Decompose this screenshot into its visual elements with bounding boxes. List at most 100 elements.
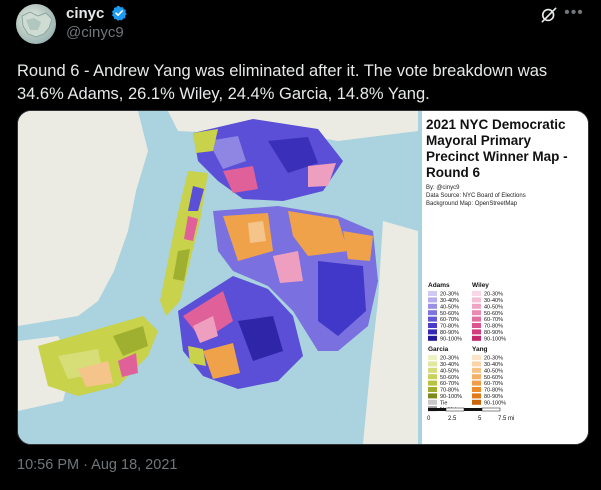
avatar[interactable] [16,4,56,44]
legend-garcia-swatch [428,399,437,405]
legend-yang-label: 20-30% [484,356,503,362]
legend-yang-swatch [472,393,481,399]
legend-adams-swatch [428,323,437,328]
legend-adams-swatch [428,335,437,341]
tweet-timestamp[interactable]: 10:56 PM · Aug 18, 2021 [17,457,177,473]
legend-garcia-label: Tie [440,400,447,406]
legend-wiley-swatch [472,291,481,296]
legend-yang-swatch [472,380,481,386]
map-title-line-3: Precinct Winner Map - [426,149,568,164]
legend-wiley-label: 90-100% [484,336,506,342]
grok-icon[interactable] [539,5,559,25]
author-name[interactable]: cinyc [66,5,105,22]
legend-wiley-title: Wiley [472,282,489,289]
legend-yang-label: 60-70% [484,381,503,387]
legend-yang-swatch [472,367,481,373]
legend-garcia-label: 40-50% [440,368,459,374]
scale-label-0: 0 [427,416,431,422]
legend-yang-label: 80-90% [484,394,503,400]
map-credit-3: Background Map: OpenStreetMap [426,201,518,207]
legend-yang-swatch [472,374,481,380]
legend-garcia-swatch [428,393,437,399]
map-title-line-2: Mayoral Primary [426,133,532,148]
legend-garcia-label: 90-100% [440,394,462,400]
legend-wiley-label: 80-90% [484,330,503,336]
legend-adams-label: 70-80% [440,324,459,330]
map-credit-2: Data Source: NYC Board of Elections [426,193,526,199]
legend-yang-label: 40-50% [484,368,503,374]
nassau-land [363,221,418,444]
legend-wiley-swatch [472,303,481,309]
legend-garcia-label: 70-80% [440,388,459,394]
legend-wiley-swatch [472,335,481,341]
legend-adams-swatch [428,291,437,296]
legend-adams-label: 40-50% [440,304,459,310]
legend-garcia-swatch [428,355,437,360]
legend-garcia-title: Garcia [428,346,449,353]
scale-bar-segment [445,407,465,412]
legend-adams-label: 30-40% [440,298,459,304]
map-title-line-4: Round 6 [426,165,480,180]
legend-wiley-swatch [472,310,481,316]
scale-bar-segment [464,408,482,411]
legend-yang-label: 70-80% [484,388,503,394]
new-jersey-land [18,111,148,326]
legend-adams-swatch [428,297,437,303]
legend-garcia-label: 50-60% [440,375,459,381]
legend-garcia-swatch [428,361,437,367]
legend-wiley-label: 50-60% [484,311,503,317]
legend-adams-label: 90-100% [440,336,462,342]
legend-wiley-swatch [472,329,481,335]
legend-adams-swatch [428,316,437,322]
legend-wiley-label: 30-40% [484,298,503,304]
legend-adams-label: 80-90% [440,330,459,336]
legend-wiley-swatch [472,316,481,322]
legend-wiley-swatch [472,297,481,303]
legend-yang-swatch [472,399,481,405]
legend-yang-label: 30-40% [484,362,503,368]
time-date-separator: · [79,457,92,473]
legend-yang-swatch [472,355,481,360]
map-legend-panel [422,111,588,444]
scale-bar-segment [481,407,501,412]
precinct-map: 2021 NYC Democratic Mayoral Primary Prec… [18,111,588,444]
legend-yang-label: 50-60% [484,375,503,381]
legend-garcia-swatch [428,367,437,373]
tweet-text: Round 6 - Andrew Yang was eliminated aft… [17,62,548,103]
verified-badge-icon [112,5,127,21]
tweet-time[interactable]: 10:56 PM [17,457,80,473]
legend-adams-swatch [428,303,437,309]
legend-wiley-label: 40-50% [484,304,503,310]
avatar-map-icon [21,11,53,38]
map-title-line-1: 2021 NYC Democratic [426,117,566,132]
legend-adams-label: 60-70% [440,317,459,323]
legend-adams-label: 20-30% [440,292,459,298]
tweet-image[interactable]: 2021 NYC Democratic Mayoral Primary Prec… [17,110,589,445]
legend-wiley-label: 20-30% [484,292,503,298]
legend-wiley-label: 70-80% [484,324,503,330]
map-credit-1: By: @cinyc9 [426,185,460,191]
legend-yang-label: 90-100% [484,400,506,406]
legend-wiley-swatch [472,323,481,328]
legend-adams-swatch [428,329,437,335]
legend-garcia-label: 30-40% [440,362,459,368]
legend-garcia-swatch [428,374,437,380]
legend-adams-swatch [428,310,437,316]
legend-wiley-items: 20-30%30-40%40-50%50-60%60-70%70-80%80-9… [472,291,506,342]
legend-adams-title: Adams [428,282,450,289]
tweet-date[interactable]: Aug 18, 2021 [91,457,178,473]
more-icon[interactable]: ••• [564,4,584,21]
legend-wiley-label: 60-70% [484,317,503,323]
legend-adams-items: 20-30%30-40%40-50%50-60%60-70%70-80%80-9… [428,291,462,342]
scale-label-2: 5 [478,416,482,422]
legend-garcia-swatch [428,380,437,386]
legend-yang-items: 20-30%30-40%40-50%50-60%60-70%70-80%80-9… [472,355,506,406]
legend-garcia-label: 60-70% [440,381,459,387]
legend-garcia-label: 20-30% [440,356,459,362]
scale-label-3: 7.5 mi [498,416,514,422]
scale-bar-segment [428,408,446,411]
scale-label-1: 2.5 [448,416,457,422]
author-handle[interactable]: @cinyc9 [66,24,124,41]
legend-yang-swatch [472,361,481,367]
legend-garcia-swatch [428,387,437,392]
